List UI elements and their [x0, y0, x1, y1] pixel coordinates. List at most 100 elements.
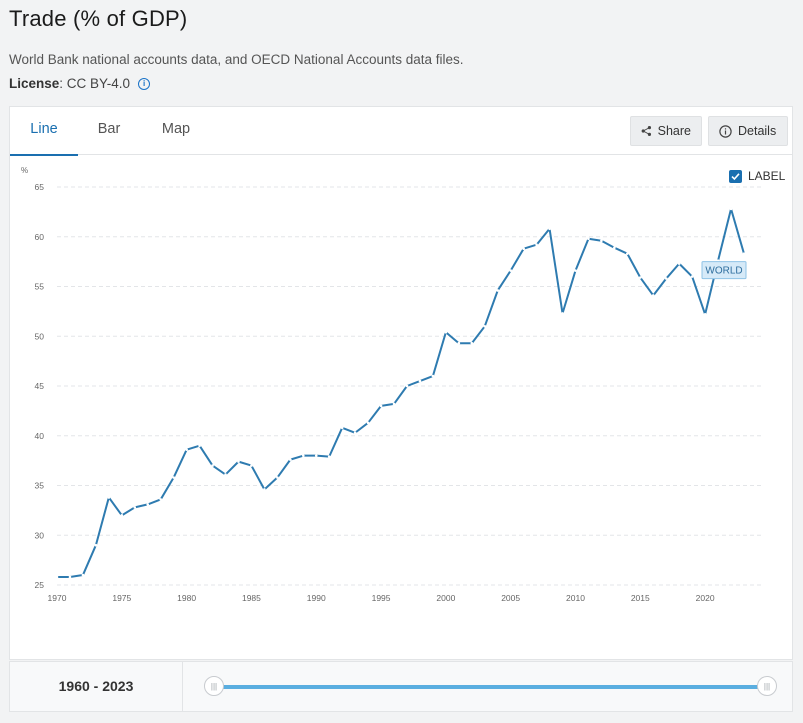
tab-bar[interactable]: Bar: [97, 121, 121, 137]
y-tick-label: 65: [35, 182, 45, 192]
data-point[interactable]: [483, 325, 487, 328]
y-tick-label: 30: [35, 530, 45, 540]
range-label: 1960 - 2023: [10, 662, 183, 711]
data-point[interactable]: [172, 476, 175, 479]
data-point[interactable]: [327, 455, 331, 458]
data-point[interactable]: [120, 514, 124, 517]
y-tick-label: 40: [35, 431, 45, 441]
license-label: License: [9, 76, 60, 91]
data-point[interactable]: [729, 207, 733, 211]
data-point[interactable]: [600, 239, 603, 243]
tab-line[interactable]: Line: [10, 107, 78, 156]
data-point[interactable]: [651, 294, 655, 297]
y-tick-label: 35: [35, 481, 45, 491]
data-point[interactable]: [353, 431, 357, 435]
info-icon[interactable]: i: [138, 77, 151, 90]
license-line: License : CC BY-4.0 i: [9, 76, 151, 91]
data-point[interactable]: [55, 575, 59, 579]
details-button[interactable]: Details: [708, 116, 788, 146]
data-point[interactable]: [561, 312, 564, 315]
y-tick-label: 50: [35, 331, 45, 341]
label-toggle[interactable]: LABEL: [729, 169, 785, 183]
x-tick-label: 2000: [436, 593, 455, 603]
x-tick-label: 1995: [372, 593, 391, 603]
series-label-world: WORLD: [705, 266, 742, 277]
label-toggle-text: LABEL: [748, 169, 786, 183]
data-point[interactable]: [146, 503, 150, 506]
data-point[interactable]: [250, 464, 253, 467]
data-point[interactable]: [613, 246, 616, 249]
data-point[interactable]: [94, 543, 98, 547]
x-tick-label: 1975: [112, 593, 131, 603]
chart-tabs: Line Bar Map Share Details: [10, 107, 792, 156]
line-chart: % 25 30 35 40 45 50 55 60 65 1970 1975 1980 1985 1990 1…: [21, 166, 764, 603]
data-point[interactable]: [211, 464, 214, 467]
data-point[interactable]: [522, 247, 525, 250]
data-point[interactable]: [276, 476, 279, 479]
data-point[interactable]: [509, 269, 512, 272]
data-point[interactable]: [301, 454, 305, 457]
data-point[interactable]: [107, 496, 111, 499]
data-point[interactable]: [68, 575, 72, 579]
data-point[interactable]: [574, 269, 577, 272]
range-footer: 1960 - 2023 ||| |||: [9, 661, 793, 712]
x-tick-label: 2005: [501, 593, 520, 603]
chart-card: Line Bar Map Share Details % 25 30 35 40 45 50…: [9, 106, 793, 660]
data-point[interactable]: [677, 262, 681, 265]
data-point[interactable]: [626, 252, 629, 255]
y-tick-label: 55: [35, 282, 45, 292]
data-point[interactable]: [81, 573, 85, 577]
x-tick-label: 2010: [566, 593, 585, 603]
page-title: Trade (% of GDP): [9, 6, 188, 31]
x-tick-label: 1985: [242, 593, 261, 603]
data-point[interactable]: [237, 460, 240, 463]
data-point[interactable]: [198, 444, 201, 448]
data-point[interactable]: [159, 498, 162, 501]
data-point[interactable]: [587, 237, 590, 241]
data-point[interactable]: [133, 506, 137, 509]
y-tick-label: 45: [35, 381, 45, 391]
data-point[interactable]: [366, 421, 370, 425]
data-point[interactable]: [457, 341, 461, 345]
data-point[interactable]: [263, 488, 266, 491]
data-point[interactable]: [405, 384, 409, 388]
x-tick-label: 1970: [48, 593, 67, 603]
y-axis-label: %: [21, 166, 28, 175]
range-slider-track[interactable]: [213, 685, 768, 689]
x-tick-label: 1990: [307, 593, 326, 603]
data-point[interactable]: [314, 454, 318, 457]
data-point[interactable]: [548, 227, 551, 231]
share-icon: [641, 126, 652, 136]
data-point[interactable]: [742, 252, 746, 255]
share-label: Share: [657, 124, 691, 138]
y-tick-label: 60: [35, 232, 45, 242]
checkbox-checked-icon[interactable]: [729, 169, 742, 183]
series-line-world: [57, 207, 745, 579]
data-point[interactable]: [379, 404, 383, 408]
data-point[interactable]: [664, 277, 668, 280]
source-note: World Bank national accounts data, and O…: [9, 52, 464, 67]
data-point[interactable]: [535, 243, 538, 247]
details-label: Details: [738, 124, 777, 138]
series-label-badge: [701, 261, 747, 280]
data-point[interactable]: [444, 330, 448, 334]
y-tick-label: 25: [35, 580, 45, 590]
data-point[interactable]: [224, 473, 227, 476]
data-point[interactable]: [690, 275, 694, 278]
share-button[interactable]: Share: [630, 116, 702, 146]
data-point[interactable]: [289, 458, 292, 461]
data-point[interactable]: [703, 313, 707, 316]
license-value: : CC BY-4.0: [59, 76, 131, 91]
data-point[interactable]: [431, 374, 435, 378]
range-end-handle[interactable]: |||: [757, 676, 777, 696]
data-point[interactable]: [470, 341, 474, 345]
data-point[interactable]: [496, 289, 500, 292]
data-point[interactable]: [639, 276, 642, 279]
range-start-handle[interactable]: |||: [204, 676, 224, 696]
data-point[interactable]: [185, 448, 188, 451]
data-point[interactable]: [418, 379, 422, 383]
data-point[interactable]: [340, 426, 344, 430]
data-point[interactable]: [392, 402, 396, 406]
tab-map[interactable]: Map: [161, 121, 191, 137]
chart-area: % 25 30 35 40 45 50 55 60 65 1970 1975 1980 1985 1990 1…: [10, 155, 792, 659]
